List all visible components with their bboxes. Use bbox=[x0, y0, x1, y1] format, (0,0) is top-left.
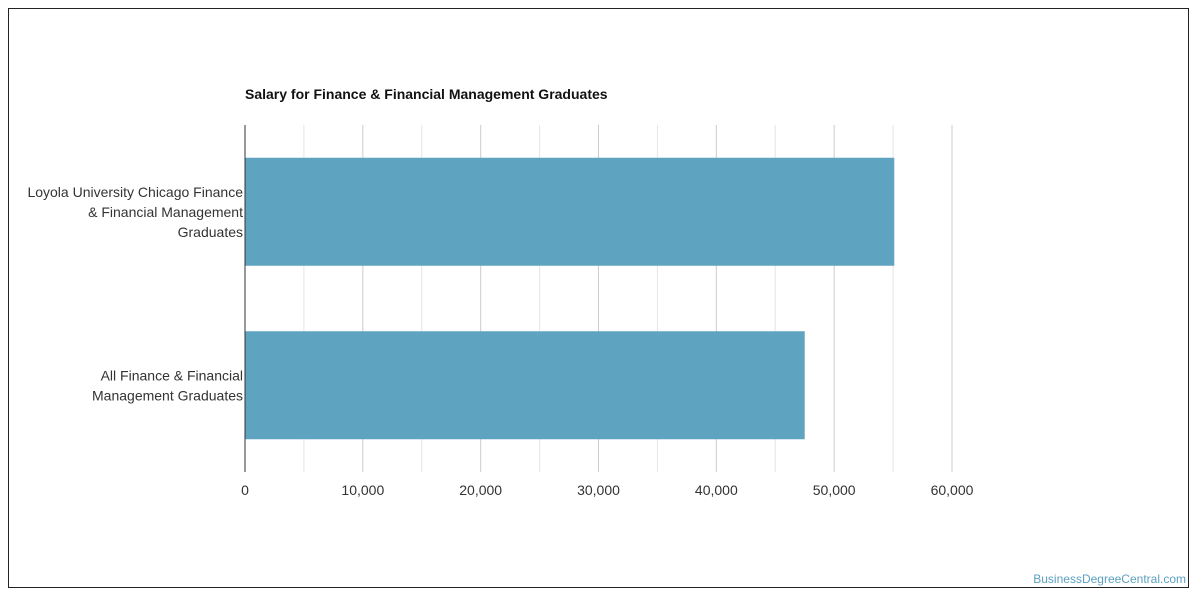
bar-1[interactable] bbox=[245, 331, 805, 440]
x-tick-label: 60,000 bbox=[931, 482, 974, 498]
x-tick-label: 10,000 bbox=[341, 482, 384, 498]
category-label-0: Loyola University Chicago Finance & Finan… bbox=[27, 184, 243, 240]
category-label-line: & Financial Management bbox=[88, 204, 243, 220]
x-axis-ticks: 0 10,000 20,000 30,000 40,000 50,000 60,000 bbox=[241, 482, 974, 498]
x-tick-label: 20,000 bbox=[459, 482, 502, 498]
watermark-text: BusinessDegreeCentral.com bbox=[1033, 572, 1186, 586]
x-tick-label: 0 bbox=[241, 482, 249, 498]
chart-title: Salary for Finance & Financial Managemen… bbox=[245, 86, 608, 102]
category-label-1: All Finance & Financial Management Gradua… bbox=[92, 367, 243, 403]
category-label-line: Management Graduates bbox=[92, 387, 243, 403]
category-label-line: Loyola University Chicago Finance bbox=[27, 184, 243, 200]
category-label-line: All Finance & Financial bbox=[101, 367, 243, 383]
x-tick-label: 40,000 bbox=[695, 482, 738, 498]
x-tick-label: 50,000 bbox=[813, 482, 856, 498]
category-labels: Loyola University Chicago Finance & Finan… bbox=[27, 184, 243, 404]
x-tick-label: 30,000 bbox=[577, 482, 620, 498]
bar-0[interactable] bbox=[245, 157, 895, 266]
category-label-line: Graduates bbox=[178, 224, 243, 240]
bars bbox=[245, 157, 895, 440]
